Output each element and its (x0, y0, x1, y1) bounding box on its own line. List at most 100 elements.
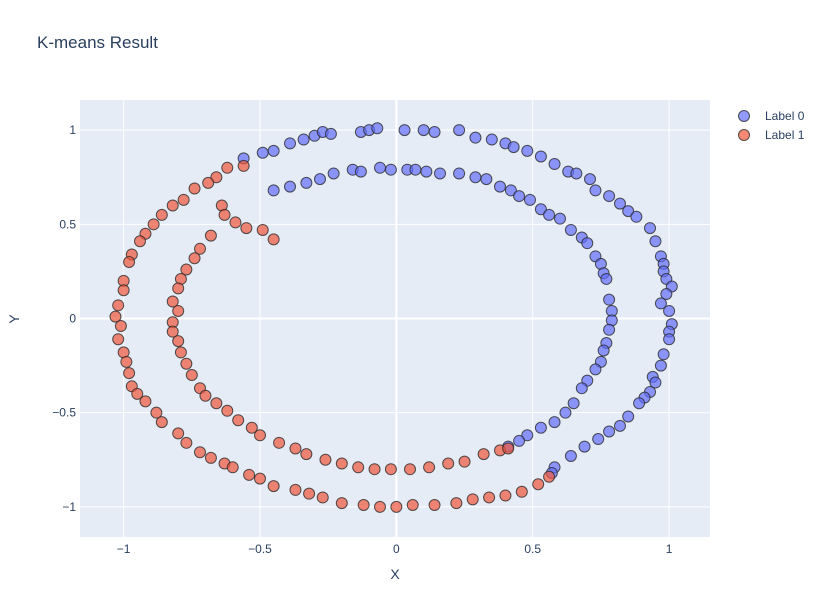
legend-item[interactable]: Label 1 (738, 128, 805, 142)
data-point (155, 208, 168, 221)
data-point (123, 255, 136, 268)
data-point (172, 335, 185, 348)
x-tick-label: 0 (393, 542, 400, 556)
data-points (109, 122, 678, 513)
data-point (494, 180, 506, 193)
data-point (406, 498, 419, 511)
data-point (603, 323, 616, 336)
data-point (303, 487, 316, 500)
legend-item[interactable]: Label 0 (738, 109, 805, 123)
data-point (564, 223, 577, 236)
data-point (578, 440, 591, 453)
x-axis-title: X (390, 566, 400, 582)
data-point (112, 333, 125, 346)
data-point (434, 167, 446, 180)
x-tick-label: −0.5 (248, 542, 272, 556)
data-point (614, 197, 626, 210)
data-point (453, 124, 466, 137)
x-tick-labels: −1 −0.5 0 0.5 1 (117, 542, 673, 556)
data-point (644, 222, 656, 235)
data-point (663, 333, 676, 346)
data-point (172, 304, 185, 317)
data-point (499, 489, 512, 502)
data-point (374, 500, 386, 513)
data-point (453, 167, 466, 180)
legend-label: Label 0 (765, 109, 805, 123)
data-point (581, 237, 594, 250)
data-point (584, 173, 596, 186)
data-point (504, 184, 517, 197)
data-point (300, 448, 313, 461)
data-point (534, 150, 547, 163)
data-point (254, 472, 266, 485)
data-point (521, 429, 534, 442)
y-tick-label: 1 (69, 123, 76, 137)
data-point (589, 363, 602, 376)
data-point (166, 325, 179, 338)
data-point (180, 436, 193, 449)
data-point (554, 212, 566, 225)
data-point (513, 434, 526, 447)
data-point (204, 229, 217, 242)
legend-marker (738, 129, 750, 141)
data-point (134, 235, 146, 248)
data-point (477, 448, 490, 461)
data-point (633, 397, 646, 410)
data-point (570, 167, 583, 180)
data-point (120, 355, 133, 368)
data-point (221, 404, 234, 417)
data-point (548, 416, 561, 429)
data-point (319, 453, 332, 466)
data-point (267, 480, 280, 493)
data-point (469, 171, 482, 184)
y-tick-label: −1 (62, 500, 76, 514)
data-point (649, 376, 662, 389)
data-point (384, 163, 397, 176)
legend[interactable]: Label 0 Label 1 (738, 109, 805, 142)
data-point (174, 346, 187, 359)
data-point (194, 446, 206, 459)
data-point (284, 137, 296, 150)
data-point (567, 397, 580, 410)
data-point (139, 395, 152, 408)
data-point (267, 184, 280, 197)
data-point (352, 461, 365, 474)
data-point (532, 478, 545, 491)
y-tick-label: 0 (69, 312, 76, 326)
data-point (398, 124, 411, 137)
data-point (172, 427, 185, 440)
data-point (502, 442, 515, 455)
data-point (575, 382, 588, 395)
data-point (218, 208, 231, 221)
data-point (194, 242, 206, 255)
data-point (112, 299, 125, 312)
data-point (245, 421, 258, 434)
data-point (177, 193, 190, 206)
data-point (543, 470, 556, 483)
data-point (188, 182, 201, 195)
data-point (534, 203, 547, 216)
data-point (603, 293, 616, 306)
data-point (600, 272, 613, 285)
data-point (324, 127, 337, 140)
data-point (660, 288, 673, 301)
legend-marker (738, 110, 750, 122)
data-point (131, 387, 144, 400)
data-point (221, 161, 234, 174)
data-point (469, 131, 482, 144)
data-point (466, 493, 479, 506)
data-point (114, 320, 127, 333)
y-tick-label: −0.5 (52, 406, 76, 420)
data-point (354, 165, 367, 178)
data-point (267, 233, 280, 246)
data-point (592, 433, 605, 446)
data-point (559, 406, 572, 419)
data-point (603, 425, 616, 438)
data-point (543, 208, 556, 221)
series-0 (237, 122, 678, 479)
data-point (185, 369, 198, 382)
data-point (485, 133, 498, 146)
data-point (442, 457, 455, 470)
data-point (521, 144, 534, 157)
